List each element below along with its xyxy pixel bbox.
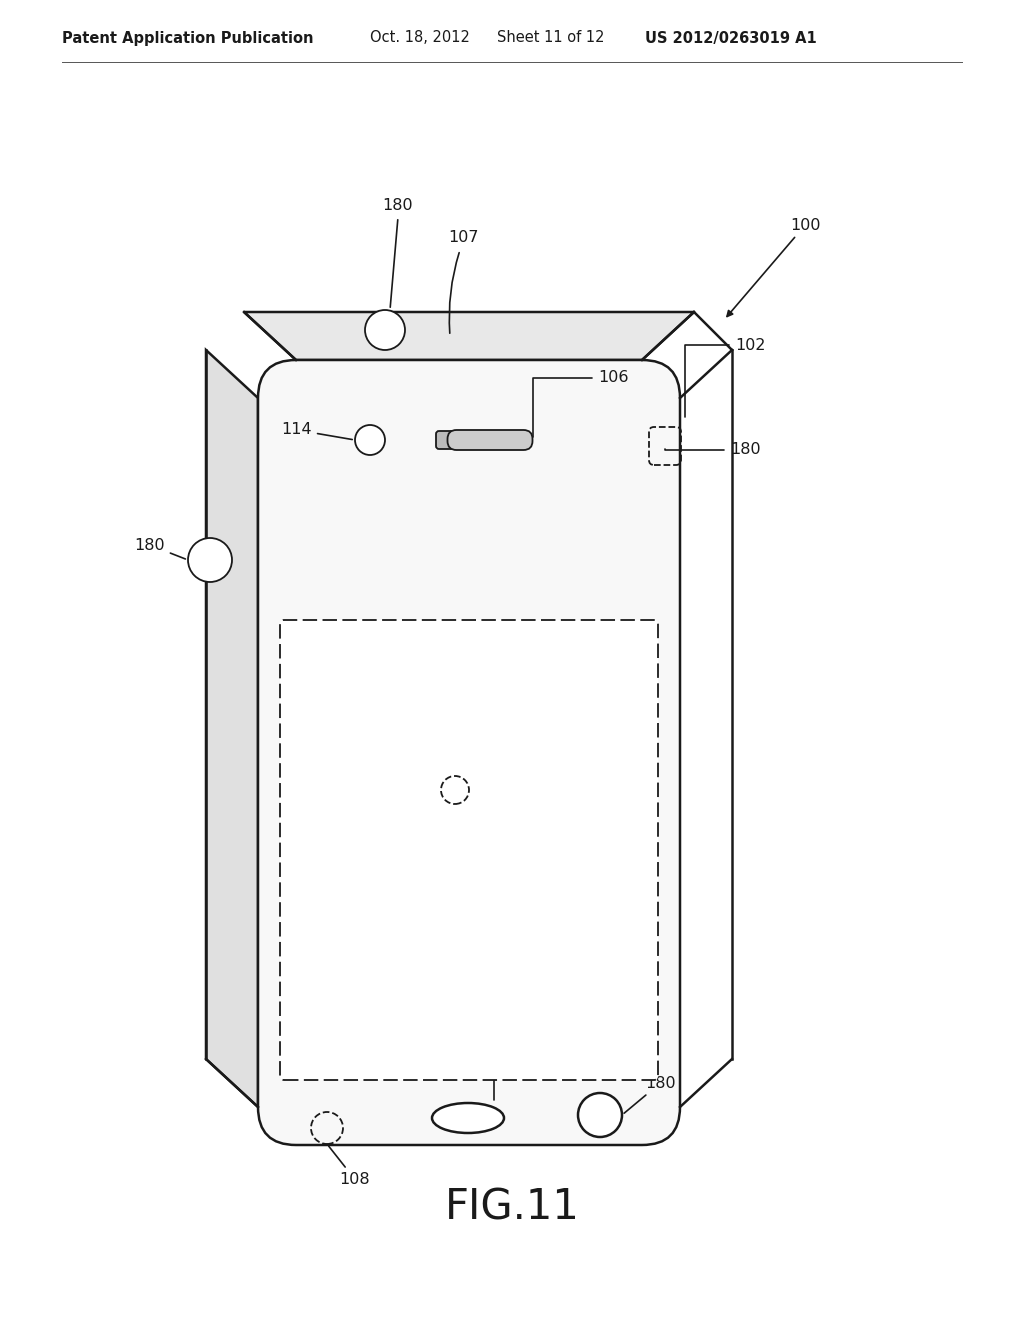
FancyBboxPatch shape	[280, 620, 658, 1080]
Text: 107: 107	[447, 231, 478, 246]
Circle shape	[355, 425, 385, 455]
Circle shape	[578, 1093, 622, 1137]
FancyBboxPatch shape	[447, 430, 532, 450]
Text: 100: 100	[727, 218, 820, 317]
Text: 116: 116	[494, 1048, 541, 1100]
Text: 180: 180	[665, 442, 761, 458]
Text: Sheet 11 of 12: Sheet 11 of 12	[497, 30, 604, 45]
Text: Patent Application Publication: Patent Application Publication	[62, 30, 313, 45]
Circle shape	[365, 310, 406, 350]
Text: Oct. 18, 2012: Oct. 18, 2012	[370, 30, 470, 45]
Ellipse shape	[432, 1104, 504, 1133]
Polygon shape	[206, 350, 258, 1107]
Text: 180: 180	[471, 742, 530, 788]
Text: 180: 180	[134, 537, 185, 558]
Polygon shape	[244, 312, 694, 360]
Text: 106: 106	[532, 371, 629, 437]
Text: 180: 180	[383, 198, 414, 213]
Text: 180: 180	[625, 1076, 676, 1113]
Circle shape	[188, 539, 232, 582]
Text: 108: 108	[329, 1146, 371, 1187]
Text: 102: 102	[685, 338, 766, 417]
Circle shape	[441, 776, 469, 804]
Text: FIG.11: FIG.11	[444, 1187, 580, 1229]
FancyBboxPatch shape	[258, 360, 680, 1144]
FancyBboxPatch shape	[436, 432, 454, 449]
Text: US 2012/0263019 A1: US 2012/0263019 A1	[645, 30, 817, 45]
Text: 114: 114	[282, 422, 352, 440]
